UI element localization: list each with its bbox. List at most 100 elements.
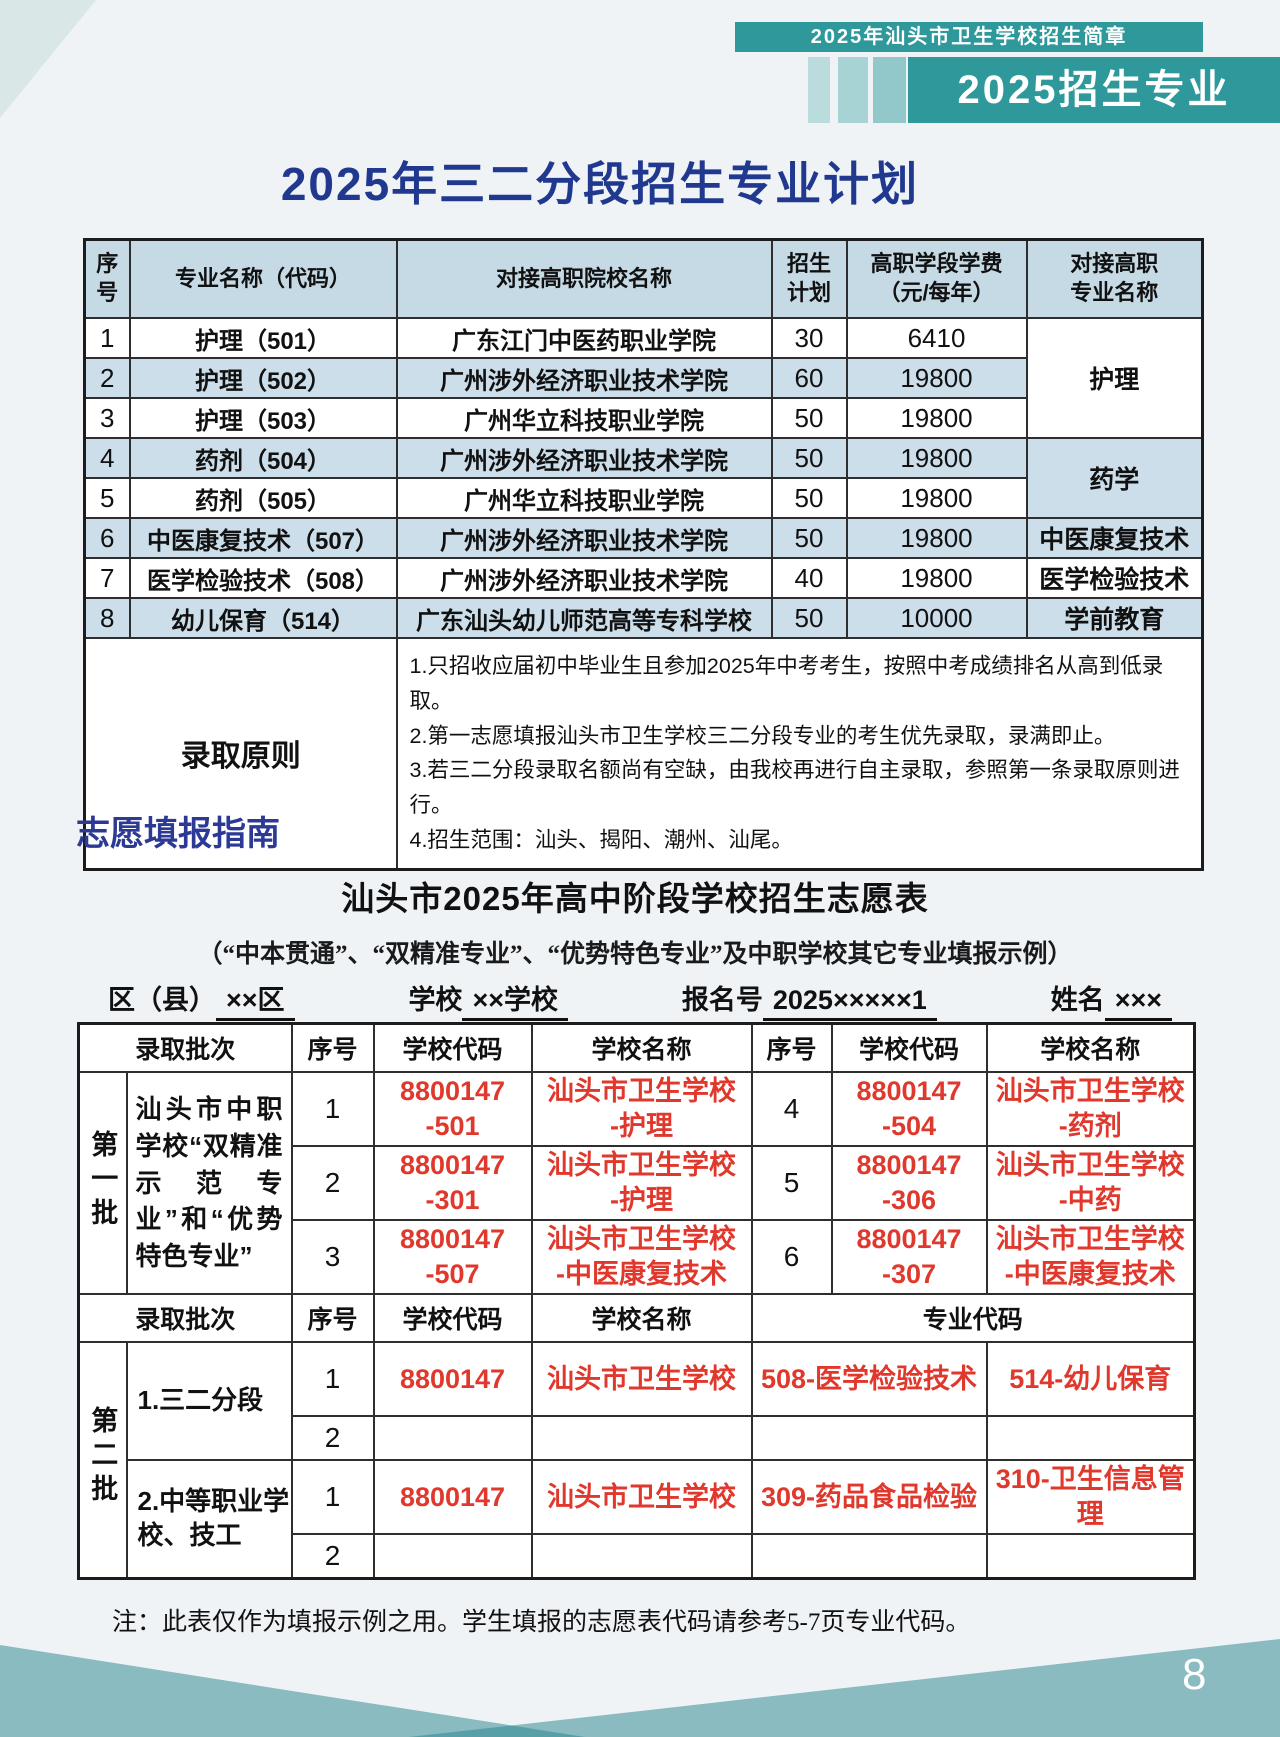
batch2-label-cell: 第二批 (77, 1341, 128, 1579)
row-quota: 30 (770, 317, 848, 359)
plan-row: 4 药剂（504） 广州涉外经济职业技术学院 50 19800 药学 (83, 437, 1204, 519)
seq-cell: 1 (290, 1459, 375, 1535)
admission-rule: 4.招生范围：汕头、揭阳、潮州、汕尾。 (409, 828, 793, 853)
batch1-row: 3 8800147 -507 汕头市卫生学校 -中医康复技术 6 8800147… (79, 1219, 1196, 1295)
batch1-header-row: 录取批次 序号 学校代码 学校名称 序号 学校代码 学校名称 (77, 1022, 1196, 1073)
col-header-major: 专业名称（代码） (128, 238, 398, 319)
linked-major-tcm-rehab: 中医康复技术 (1025, 517, 1204, 559)
field-name-label: 姓名 (1050, 985, 1105, 1015)
major-code-cell: 310-卫生信息管理 (985, 1459, 1196, 1535)
empty-cell (530, 1533, 753, 1579)
row-college: 广州涉外经济职业技术学院 (395, 557, 773, 599)
row-quota: 40 (770, 557, 848, 599)
col-header-seq: 序号 (750, 1022, 833, 1073)
school-name-cell: 汕头市卫生学校 -中医康复技术 (530, 1219, 753, 1295)
linked-major-nursing: 护理 (1025, 317, 1204, 439)
field-district: 区（县） ××区 (108, 978, 295, 1021)
row-major: 中医康复技术（507） (128, 517, 398, 559)
row-no: 8 (83, 597, 131, 639)
empty-cell (372, 1533, 533, 1579)
deco-square-icon (873, 57, 906, 123)
field-school-label: 学校 (408, 985, 463, 1015)
school-code-cell: 8800147 (372, 1341, 533, 1417)
corner-decoration-icon (0, 0, 96, 118)
row-quota: 50 (770, 477, 848, 519)
section-badge: 2025招生专业 (908, 57, 1280, 123)
batch2-row: 2 (79, 1533, 1196, 1579)
page-number: 8 (1182, 1650, 1207, 1699)
linked-major-pharmacy: 药学 (1025, 437, 1204, 519)
empty-cell (750, 1415, 988, 1461)
school-code-cell: 8800147 -507 (372, 1219, 533, 1295)
plan-row: 1 护理（501） 广东江门中医药职业学院 30 6410 护理 (83, 317, 1204, 439)
admission-principles-row: 录取原则 1.只招收应届初中毕业生且参加2025年中考考生，按照中考成绩排名从高… (83, 636, 1204, 871)
row-no: 5 (83, 477, 131, 519)
guide-heading: 志愿填报指南 (76, 815, 280, 853)
col-header-quota: 招生 计划 (770, 238, 848, 319)
row-quota: 50 (770, 437, 848, 479)
admission-rule: 2.第一志愿填报汕头市卫生学校三二分段专业的考生优先录取，录满即止。 (409, 723, 1116, 748)
col-header-fee: 高职学段学费 （元/每年） (845, 238, 1028, 319)
empty-cell (372, 1415, 533, 1461)
field-registration-no: 报名号 2025×××××1 (681, 978, 937, 1021)
school-name-cell: 汕头市卫生学校 -护理 (530, 1071, 753, 1147)
row-no: 1 (83, 317, 131, 359)
footer-triangle-icon (409, 1639, 1280, 1737)
school-code-cell: 8800147 -307 (830, 1219, 988, 1295)
deco-square-icon (808, 57, 830, 123)
school-name-cell: 汕头市卫生学校 -药剂 (985, 1071, 1196, 1147)
field-registration-no-label: 报名号 (681, 985, 763, 1015)
batch1-label-cell: 第一批 (77, 1071, 128, 1295)
seq-cell: 2 (290, 1145, 375, 1221)
volunteer-form-table: 录取批次 序号 学校代码 学校名称 序号 学校代码 学校名称 第一批 汕头市中职… (77, 1022, 1197, 1580)
col-header-school-name: 学校名称 (985, 1022, 1196, 1073)
row-college: 广州涉外经济职业技术学院 (395, 357, 773, 399)
banner-strip: 2025年汕头市卫生学校招生简章 (735, 22, 1203, 52)
row-no: 4 (83, 437, 131, 479)
row-major: 药剂（504） (128, 437, 398, 479)
plan-header-row: 序号 专业名称（代码） 对接高职院校名称 招生 计划 高职学段学费 （元/每年）… (83, 238, 1204, 319)
seq-cell: 5 (750, 1145, 833, 1221)
batch2-row: 2.中等职业学校、技工 1 8800147 汕头市卫生学校 309-药品食品检验… (79, 1459, 1196, 1579)
row-major: 药剂（505） (128, 477, 398, 519)
row-fee: 10000 (845, 597, 1028, 639)
volunteer-form-title: 汕头市2025年高中阶段学校招生志愿表 (341, 880, 929, 917)
row-college: 广州涉外经济职业技术学院 (395, 437, 773, 479)
group1-label: 1.三二分段 (125, 1341, 293, 1461)
col-header-school-name: 学校名称 (530, 1022, 753, 1073)
major-code-cell: 309-药品食品检验 (750, 1459, 988, 1535)
plan-row: 7 医学检验技术（508） 广州涉外经济职业技术学院 40 19800 医学检验… (83, 557, 1204, 599)
footer-note: 注：此表仅作为填报示例之用。学生填报的志愿表代码请参考5-7页专业代码。 (112, 1609, 971, 1636)
row-major: 护理（503） (128, 397, 398, 439)
seq-cell: 3 (290, 1219, 375, 1295)
field-name-value: ××× (1104, 985, 1172, 1021)
school-code-cell: 8800147 -306 (830, 1145, 988, 1221)
row-major: 幼儿保育（514） (128, 597, 398, 639)
field-registration-no-value: 2025×××××1 (762, 985, 937, 1021)
row-quota: 50 (770, 597, 848, 639)
plan-row: 3 护理（503） 广州华立科技职业学院 50 19800 (83, 397, 1203, 439)
col-header-seq: 序号 (290, 1293, 375, 1343)
row-fee: 19800 (845, 557, 1028, 599)
form-fields-row: 区（县） ××区 学校 ××学校 报名号 2025×××××1 姓名 ××× (108, 978, 1172, 1021)
field-district-label: 区（县） (108, 985, 216, 1015)
row-college: 广州华立科技职业学院 (395, 397, 773, 439)
linked-major-preschool: 学前教育 (1025, 597, 1204, 639)
batch1-label: 第一批 (87, 1129, 118, 1232)
col-header-school-name: 学校名称 (530, 1293, 753, 1343)
batch2-label: 第二批 (87, 1406, 118, 1509)
row-no: 6 (83, 517, 131, 559)
col-header-school-code: 学校代码 (372, 1293, 533, 1343)
school-name-cell: 汕头市卫生学校 -中药 (985, 1145, 1196, 1221)
plan-row: 6 中医康复技术（507） 广州涉外经济职业技术学院 50 19800 中医康复… (83, 517, 1204, 559)
field-district-value: ××区 (216, 985, 295, 1021)
row-fee: 19800 (845, 517, 1028, 559)
row-college: 广州华立科技职业学院 (395, 477, 773, 519)
plan-row: 5 药剂（505） 广州华立科技职业学院 50 19800 (83, 477, 1203, 519)
admission-rule: 3.若三二分段录取名额尚有空缺，由我校再进行自主录取，参照第一条录取原则进行。 (409, 758, 1180, 818)
row-major: 护理（502） (128, 357, 398, 399)
batch2-header-row: 录取批次 序号 学校代码 学校名称 专业代码 (77, 1293, 1196, 1343)
seq-cell: 2 (290, 1415, 375, 1461)
empty-cell (530, 1415, 753, 1461)
empty-cell (985, 1533, 1196, 1579)
